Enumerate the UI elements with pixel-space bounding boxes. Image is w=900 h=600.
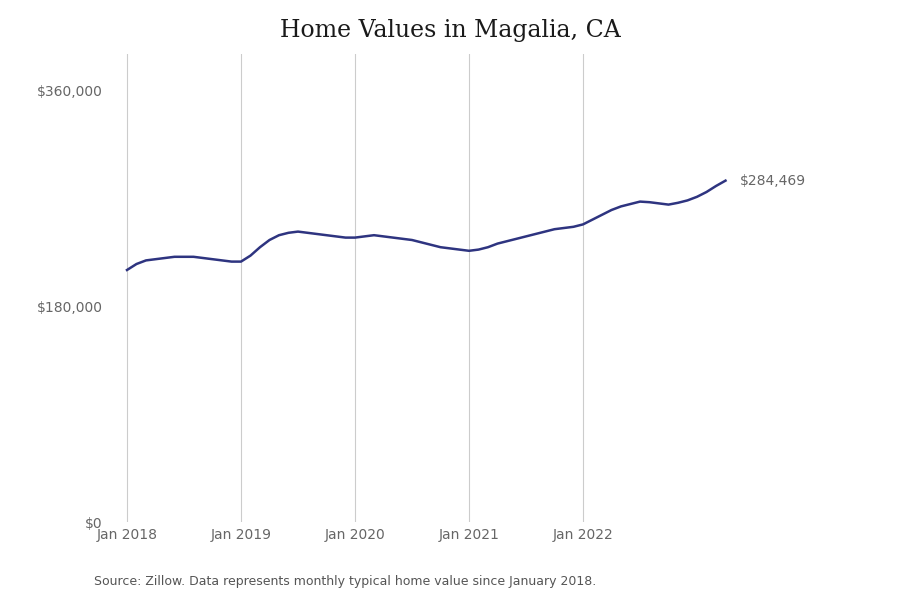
Text: $284,469: $284,469 bbox=[740, 173, 806, 188]
Title: Home Values in Magalia, CA: Home Values in Magalia, CA bbox=[280, 19, 620, 43]
Text: Source: Zillow. Data represents monthly typical home value since January 2018.: Source: Zillow. Data represents monthly … bbox=[94, 575, 597, 588]
